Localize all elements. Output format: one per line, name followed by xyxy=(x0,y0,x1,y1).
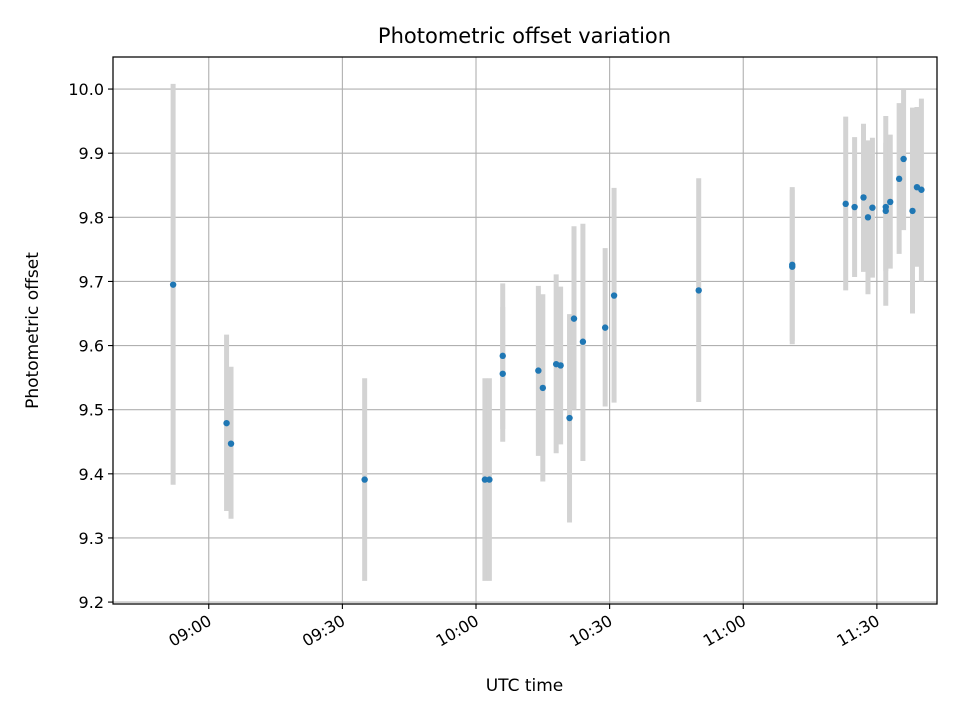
y-tick-label: 9.5 xyxy=(79,401,104,420)
y-tick-label: 9.3 xyxy=(79,529,104,548)
data-point xyxy=(918,186,925,193)
y-axis-label: Photometric offset xyxy=(23,252,43,409)
data-point xyxy=(499,370,506,377)
x-tick-label: 09:30 xyxy=(299,611,348,651)
data-point xyxy=(361,476,368,483)
chart-title: Photometric offset variation xyxy=(378,24,671,48)
data-point xyxy=(851,203,858,211)
data-point xyxy=(566,414,573,422)
x-tick-label: 10:00 xyxy=(433,611,482,651)
y-axis-ticks: 9.2 9.3 9.4 9.5 9.6 9.7 9.8 9.9 10.0 xyxy=(68,80,113,612)
data-point xyxy=(895,175,903,183)
data-point xyxy=(539,384,547,392)
data-point xyxy=(842,200,849,208)
y-tick-label: 9.2 xyxy=(79,593,104,612)
data-point xyxy=(695,287,702,294)
grid-lines xyxy=(113,57,937,604)
data-point xyxy=(535,367,542,374)
x-tick-label: 10:30 xyxy=(566,611,615,651)
data-point xyxy=(227,440,235,447)
data-point xyxy=(900,155,907,163)
x-axis-ticks: 09:00 09:30 10:00 10:30 11:00 11:30 xyxy=(165,604,883,651)
plot-frame xyxy=(112,56,938,605)
data-point xyxy=(486,476,493,483)
y-tick-label: 9.4 xyxy=(79,465,104,484)
data-point xyxy=(789,263,796,270)
x-axis-label: UTC time xyxy=(486,676,564,696)
data-point xyxy=(601,324,609,331)
error-bars xyxy=(170,83,924,581)
data-point xyxy=(909,207,916,215)
data-points xyxy=(169,155,925,483)
data-point xyxy=(481,476,489,483)
data-point xyxy=(579,338,587,345)
data-point xyxy=(169,281,177,288)
data-point xyxy=(557,362,564,369)
y-tick-label: 9.8 xyxy=(79,208,104,227)
data-point xyxy=(869,204,876,211)
x-tick-label: 11:00 xyxy=(700,611,749,651)
x-tick-label: 11:30 xyxy=(833,611,882,651)
y-tick-label: 9.6 xyxy=(79,337,104,356)
data-point xyxy=(223,419,230,427)
data-point xyxy=(570,315,578,322)
x-tick-label: 09:00 xyxy=(165,611,214,651)
y-tick-label: 9.7 xyxy=(79,272,104,291)
data-point xyxy=(610,292,618,299)
data-point xyxy=(499,352,506,360)
data-point xyxy=(860,194,867,201)
data-point xyxy=(882,207,889,215)
y-tick-label: 9.9 xyxy=(79,144,104,163)
y-tick-label: 10.0 xyxy=(68,80,104,99)
data-point xyxy=(887,198,894,206)
data-point xyxy=(864,214,872,221)
